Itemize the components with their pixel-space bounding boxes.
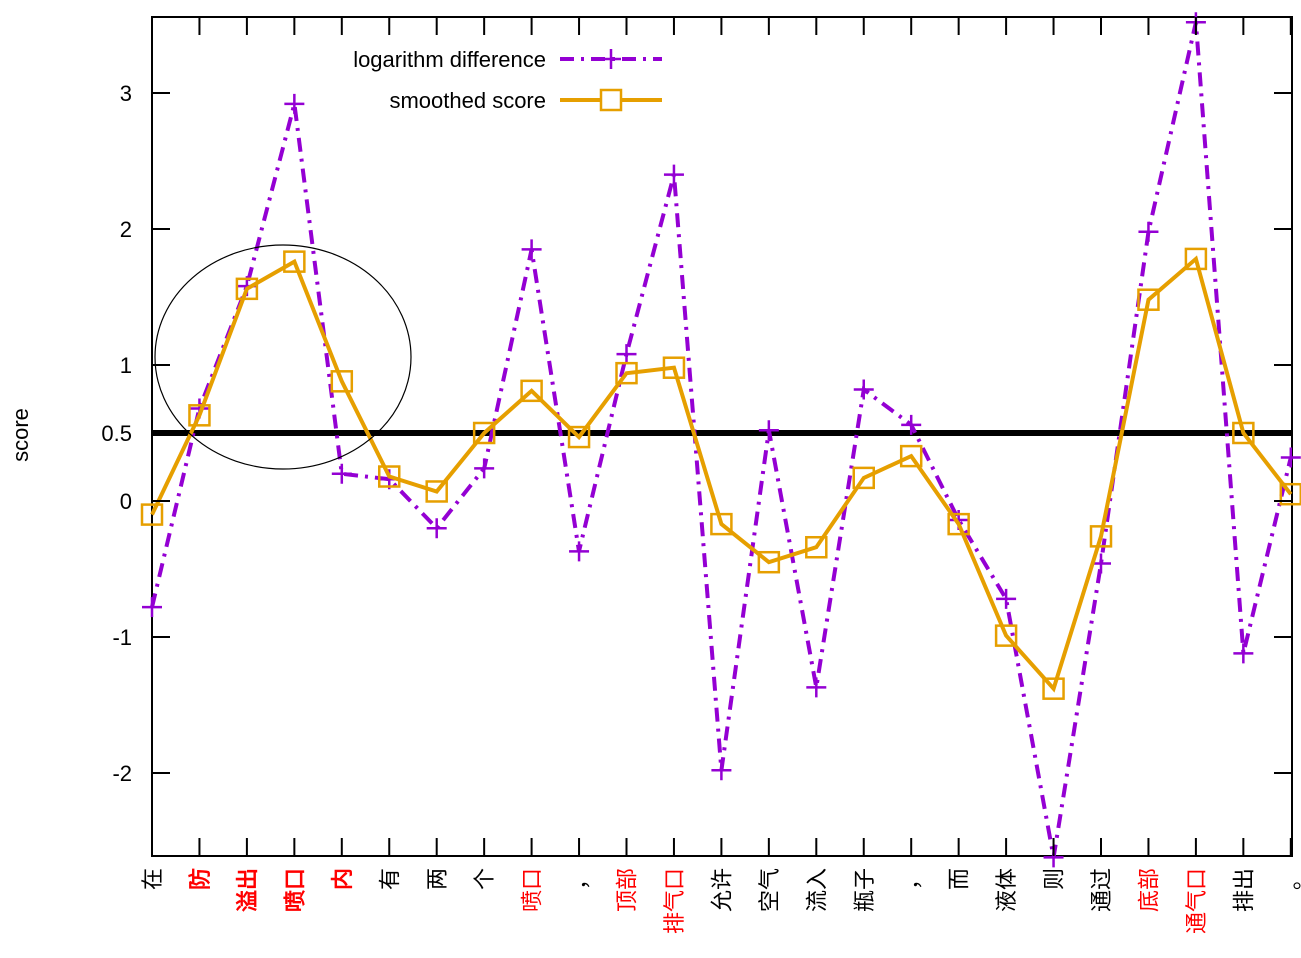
x-category-label: 有 — [378, 868, 403, 890]
x-category-label: 两 — [426, 868, 451, 890]
smoothed-score-point — [615, 361, 638, 385]
logarithm-difference-point — [521, 239, 542, 260]
smoothed-score-point — [235, 277, 259, 301]
y-tick-label: -2 — [112, 761, 132, 786]
x-category-label: 底部 — [1137, 868, 1162, 912]
y-tick-label: 3 — [120, 81, 132, 106]
x-category-label: 液体 — [995, 868, 1020, 912]
annotation-layer — [154, 244, 412, 470]
x-category-label: 。 — [1280, 868, 1301, 890]
logarithm-difference-point — [1280, 447, 1301, 468]
logarithm-difference-point — [616, 344, 637, 365]
smoothed-score-point — [1137, 288, 1160, 311]
series-layer — [140, 12, 1301, 868]
smoothed-score-line — [150, 255, 1293, 693]
x-category-label: 瓶子 — [853, 868, 878, 912]
smoothed-score-point — [188, 404, 211, 427]
logarithm-difference-point — [758, 420, 779, 441]
logarithm-difference-point — [663, 164, 684, 185]
y-tick-label: 1 — [120, 353, 132, 378]
smoothed-score-point — [899, 444, 923, 468]
logarithm-difference-point — [806, 677, 827, 698]
logarithm-difference-point — [284, 93, 305, 114]
smoothed-score-point — [425, 480, 448, 503]
smoothed-score-point — [1232, 421, 1255, 445]
legend-marker — [601, 49, 621, 69]
logarithm-difference-point — [142, 597, 162, 618]
y-tick-label: 0 — [120, 489, 132, 514]
x-category-label: 在 — [141, 868, 166, 890]
smoothed-score-point — [378, 465, 401, 488]
x-category-label: 溢出 — [235, 868, 261, 912]
logarithm-difference-point — [426, 518, 447, 539]
x-category-label: 防 — [188, 868, 213, 890]
smoothed-score-point — [567, 425, 591, 449]
logarithm-difference-point — [711, 760, 732, 781]
logarithm-difference-point — [996, 588, 1017, 609]
logarithm-difference-point — [901, 414, 922, 435]
x-category-label: 通气口 — [1185, 868, 1210, 934]
x-category-label: ， — [900, 868, 925, 890]
x-category-label: 允许 — [710, 868, 735, 912]
logarithm-difference-point — [474, 458, 495, 479]
smoothed-score-point — [140, 503, 164, 526]
smoothed-score-point — [1042, 677, 1065, 700]
x-category-label: 空气 — [758, 868, 783, 912]
smoothed-score-point — [947, 512, 970, 536]
x-category-label: 而 — [948, 868, 973, 890]
x-category-label: 个 — [473, 868, 498, 890]
x-category-label: 喷口 — [521, 868, 546, 912]
smoothed-score-point — [662, 356, 686, 379]
y-tick-label: 2 — [120, 217, 132, 242]
x-category-label: 则 — [1043, 868, 1068, 890]
x-category-label: 排气口 — [663, 868, 688, 934]
smoothed-score-point — [994, 624, 1018, 647]
y-tick-label: -1 — [112, 625, 132, 650]
legend-label: logarithm difference — [353, 47, 546, 72]
logarithm-difference-point — [1233, 643, 1254, 664]
logarithm-difference-point — [853, 379, 874, 400]
legend-label: smoothed score — [389, 88, 546, 113]
x-category-label: ， — [568, 868, 593, 890]
x-category-label: 喷口 — [283, 868, 308, 912]
smoothed-score-point — [710, 512, 733, 536]
x-category-label: 通过 — [1090, 868, 1115, 912]
x-category-label: 流入 — [805, 868, 830, 912]
smoothed-score-point — [1089, 525, 1113, 548]
smoothed-score-point — [472, 421, 496, 445]
logarithm-difference-point — [1138, 221, 1159, 242]
smoothed-score-point — [520, 379, 543, 403]
x-category-label: 顶部 — [616, 868, 641, 912]
y-tick-label: 0.5 — [101, 421, 132, 446]
x-category-label: 内 — [331, 868, 356, 890]
smoothed-score-point — [852, 466, 875, 490]
highlight-ellipse — [154, 244, 412, 470]
y-axis-label: score — [8, 408, 33, 462]
smoothed-score-point — [283, 250, 306, 273]
smoothed-score-point — [757, 550, 781, 574]
smoothed-score-point — [1184, 247, 1208, 271]
x-category-label: 排出 — [1232, 868, 1257, 912]
smoothed-score-point — [805, 535, 828, 559]
logarithm-difference-point — [569, 541, 590, 562]
axis-layer: -2-100.5123在防溢出 喷口内有两个喷口，顶部 排气口 允许 空气 流入 瓶子，而液… — [101, 17, 1301, 934]
legend-marker — [599, 88, 623, 112]
smoothed-score-point — [330, 370, 354, 393]
legend: logarithm difference smoothed score — [353, 47, 662, 113]
logarithm-difference-point — [331, 463, 352, 484]
